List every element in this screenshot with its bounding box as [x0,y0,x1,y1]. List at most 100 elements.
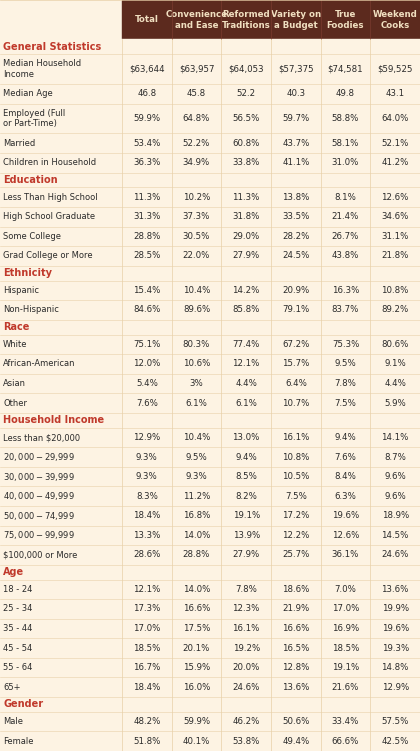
Text: 28.8%: 28.8% [133,232,160,241]
Text: 58.1%: 58.1% [332,139,359,148]
Text: 6.4%: 6.4% [285,379,307,388]
Text: 18.4%: 18.4% [133,683,160,692]
Text: 18.5%: 18.5% [133,644,160,653]
Bar [271,0,320,39]
Text: 42.5%: 42.5% [381,737,409,746]
Text: 33.4%: 33.4% [332,717,359,726]
Text: 20.1%: 20.1% [183,644,210,653]
Text: 10.2%: 10.2% [183,193,210,202]
Text: 14.1%: 14.1% [381,433,409,442]
Text: 9.5%: 9.5% [186,453,207,462]
Text: $75,000 - $99,999: $75,000 - $99,999 [3,529,75,541]
Text: 7.5%: 7.5% [285,492,307,501]
Bar [0,84,420,104]
Bar [0,374,420,394]
Text: 6.1%: 6.1% [186,399,207,408]
Bar [0,300,420,320]
Text: 77.4%: 77.4% [233,340,260,349]
Text: 89.6%: 89.6% [183,306,210,315]
Bar [0,335,420,354]
Text: 28.6%: 28.6% [133,550,160,559]
Text: 15.4%: 15.4% [133,286,160,295]
Text: White: White [3,340,27,349]
Bar [0,545,420,565]
Text: Less than $20,000: Less than $20,000 [3,433,80,442]
Text: 10.6%: 10.6% [183,360,210,369]
Text: 58.8%: 58.8% [332,114,359,123]
Text: 31.0%: 31.0% [332,158,359,167]
Text: Reformed
Traditions: Reformed Traditions [222,10,270,29]
Bar [172,0,221,39]
Text: 6.3%: 6.3% [335,492,357,501]
Text: 11.2%: 11.2% [183,492,210,501]
Text: 53.4%: 53.4% [133,139,160,148]
Text: Non-Hispanic: Non-Hispanic [3,306,59,315]
Text: 16.7%: 16.7% [133,663,160,672]
Bar [0,580,420,599]
Text: 12.9%: 12.9% [381,683,409,692]
Bar [0,354,420,374]
Text: 16.9%: 16.9% [332,624,359,633]
Text: 37.3%: 37.3% [183,213,210,222]
Bar [0,0,122,39]
Text: 16.6%: 16.6% [183,605,210,614]
Text: Children in Household: Children in Household [3,158,96,167]
Text: 24.6%: 24.6% [381,550,409,559]
Text: $30,000 - $39,999: $30,000 - $39,999 [3,471,75,483]
Text: 56.5%: 56.5% [233,114,260,123]
Text: 17.2%: 17.2% [282,511,310,520]
Text: 9.1%: 9.1% [384,360,406,369]
Text: 52.2%: 52.2% [183,139,210,148]
Text: 8.5%: 8.5% [235,472,257,481]
Text: Ethnicity: Ethnicity [3,268,52,278]
Text: 17.3%: 17.3% [133,605,160,614]
Text: 85.8%: 85.8% [233,306,260,315]
Text: 59.9%: 59.9% [133,114,160,123]
Text: 8.3%: 8.3% [136,492,158,501]
Text: 13.8%: 13.8% [282,193,310,202]
Text: 27.9%: 27.9% [233,550,260,559]
Text: 40.1%: 40.1% [183,737,210,746]
Text: 43.1: 43.1 [386,89,405,98]
Text: 14.8%: 14.8% [381,663,409,672]
Text: 8.4%: 8.4% [335,472,357,481]
Text: 4.4%: 4.4% [235,379,257,388]
Text: 7.8%: 7.8% [235,585,257,594]
Bar [0,153,420,173]
Text: 15.9%: 15.9% [183,663,210,672]
Text: 13.6%: 13.6% [381,585,409,594]
Bar [0,413,420,428]
Text: 16.0%: 16.0% [183,683,210,692]
Text: 28.2%: 28.2% [282,232,310,241]
Text: Household Income: Household Income [3,415,104,425]
Text: $59,525: $59,525 [378,65,413,74]
Text: 16.3%: 16.3% [332,286,359,295]
Text: African-American: African-American [3,360,76,369]
Text: 19.1%: 19.1% [233,511,260,520]
Text: 12.1%: 12.1% [233,360,260,369]
Text: 45.8: 45.8 [187,89,206,98]
Text: $40,000 - $49,999: $40,000 - $49,999 [3,490,75,502]
Bar [221,0,271,39]
Text: 52.2: 52.2 [236,89,256,98]
Text: 66.6%: 66.6% [332,737,359,746]
Text: 46.8: 46.8 [137,89,156,98]
Bar [122,0,172,39]
Text: Median Household
Income: Median Household Income [3,59,81,79]
Text: 21.6%: 21.6% [332,683,359,692]
Text: Gender: Gender [3,699,43,710]
Text: 16.8%: 16.8% [183,511,210,520]
Text: High School Graduate: High School Graduate [3,213,95,222]
Text: 18 - 24: 18 - 24 [3,585,32,594]
Text: 12.1%: 12.1% [133,585,160,594]
Text: Race: Race [3,322,29,332]
Text: 13.3%: 13.3% [133,531,160,540]
Text: 8.1%: 8.1% [335,193,357,202]
Text: Median Age: Median Age [3,89,53,98]
Text: 55 - 64: 55 - 64 [3,663,32,672]
Text: 16.1%: 16.1% [233,624,260,633]
Text: True
Foodies: True Foodies [327,10,364,29]
Text: 89.2%: 89.2% [381,306,409,315]
Text: 7.0%: 7.0% [335,585,357,594]
Text: 34.9%: 34.9% [183,158,210,167]
